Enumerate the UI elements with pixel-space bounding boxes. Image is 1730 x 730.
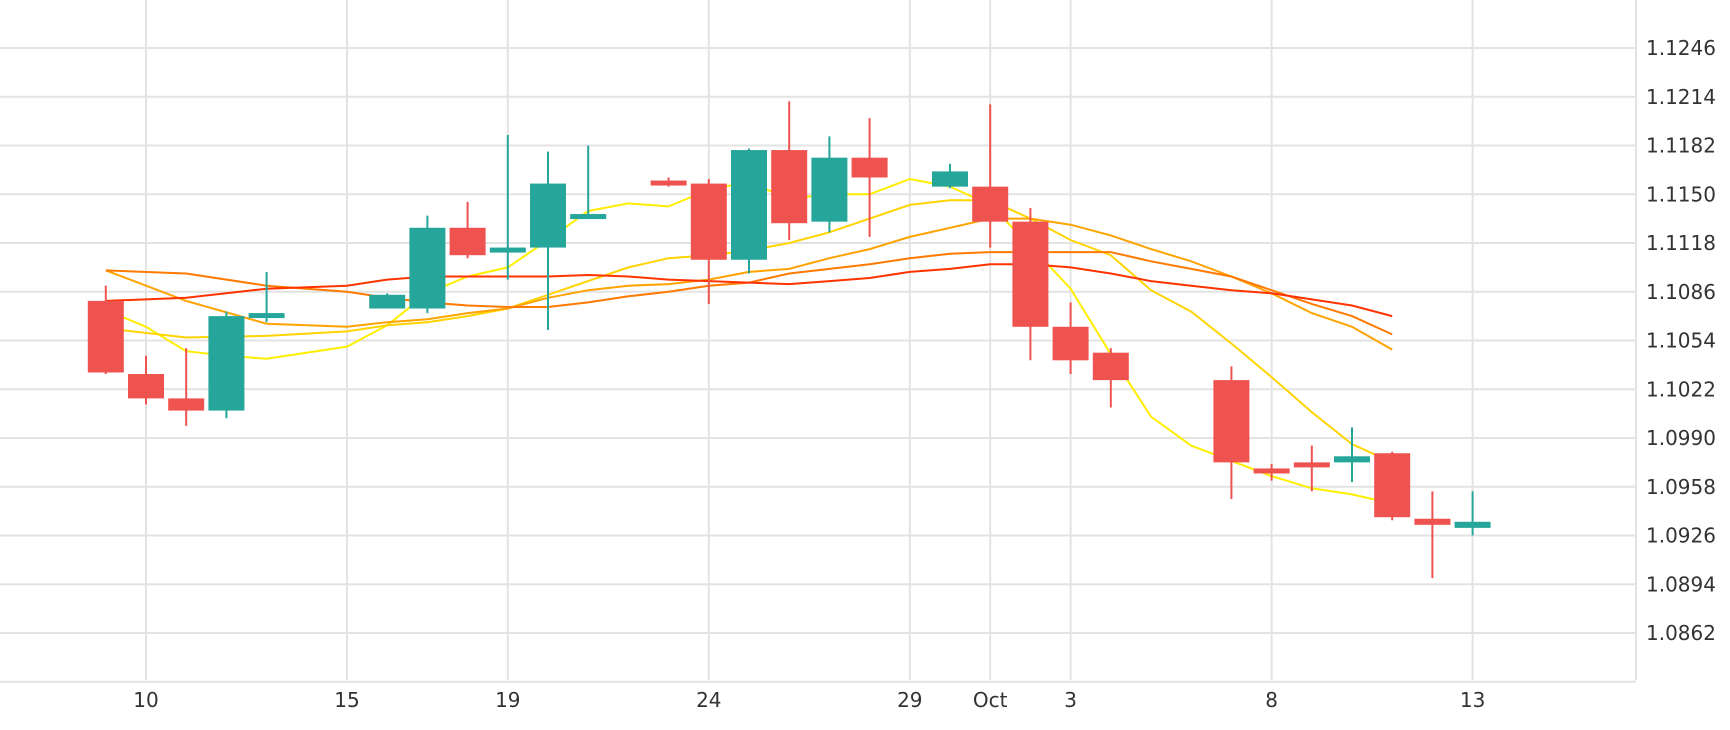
candle bbox=[851, 118, 888, 237]
candle bbox=[1293, 445, 1330, 492]
candle-body bbox=[1414, 518, 1451, 525]
date-tick-label: 3 bbox=[1064, 688, 1077, 712]
candle bbox=[1334, 427, 1370, 483]
price-tick-label: 1.1214 bbox=[1646, 85, 1716, 109]
date-tick-label: 13 bbox=[1460, 688, 1485, 712]
candle bbox=[168, 348, 205, 426]
price-tick-label: 1.0958 bbox=[1646, 475, 1716, 499]
grid-layer bbox=[0, 0, 1637, 683]
price-tick-label: 1.1118 bbox=[1646, 231, 1716, 255]
candle-body bbox=[248, 313, 285, 319]
candle bbox=[731, 148, 767, 274]
candle-body bbox=[1253, 468, 1290, 474]
candle-body bbox=[851, 157, 888, 178]
candle bbox=[369, 293, 406, 309]
candle bbox=[208, 311, 245, 419]
candle bbox=[811, 136, 848, 233]
candle-body bbox=[128, 374, 164, 399]
date-tick-label: 24 bbox=[696, 688, 721, 712]
moving-average-line bbox=[105, 217, 1393, 351]
date-tick-label: 29 bbox=[897, 688, 922, 712]
candle-body bbox=[409, 227, 446, 309]
candle-body bbox=[1213, 380, 1250, 463]
candle-body bbox=[168, 398, 205, 411]
price-tick-label: 1.1182 bbox=[1646, 134, 1716, 158]
candle-body bbox=[87, 300, 124, 373]
price-axis: 1.1246 1.1214 1.1182 1.1150 1.1118 1.1086 1.10… bbox=[1646, 36, 1716, 645]
candle-body bbox=[1092, 352, 1129, 381]
candle-body bbox=[972, 186, 1009, 222]
candle-body bbox=[369, 294, 406, 309]
candle-body bbox=[932, 171, 968, 187]
candle-body bbox=[449, 227, 486, 256]
price-tick-label: 1.1246 bbox=[1646, 36, 1716, 60]
price-tick-label: 1.1022 bbox=[1646, 377, 1716, 401]
candle-body bbox=[530, 183, 566, 248]
date-tick-label: 8 bbox=[1265, 688, 1278, 712]
candle-body bbox=[1454, 521, 1491, 528]
candle bbox=[771, 101, 808, 240]
price-tick-label: 1.0894 bbox=[1646, 572, 1716, 596]
price-tick-label: 1.1086 bbox=[1646, 280, 1716, 304]
candle-body bbox=[1334, 456, 1370, 463]
date-tick-label: 10 bbox=[133, 688, 158, 712]
candle bbox=[409, 215, 446, 314]
candle-body bbox=[690, 183, 727, 260]
candle bbox=[932, 163, 968, 189]
moving-average-line bbox=[105, 177, 1393, 505]
candle-body bbox=[1012, 221, 1049, 327]
candle-body bbox=[650, 180, 687, 186]
candle bbox=[1052, 302, 1089, 375]
date-axis: 10 15 19 24 29 Oct 3 8 13 bbox=[133, 688, 1485, 712]
candle-body bbox=[1374, 453, 1411, 518]
candle bbox=[690, 179, 727, 304]
candle bbox=[650, 177, 687, 187]
date-tick-label: Oct bbox=[973, 688, 1008, 712]
candle bbox=[128, 355, 164, 405]
price-tick-label: 1.1150 bbox=[1646, 182, 1716, 206]
candle bbox=[570, 145, 607, 220]
candle-body bbox=[489, 247, 526, 253]
candle-body bbox=[1293, 462, 1330, 468]
candle bbox=[1213, 366, 1250, 499]
price-tick-label: 1.1054 bbox=[1646, 329, 1716, 353]
price-tick-label: 1.0862 bbox=[1646, 621, 1716, 645]
date-tick-label: 15 bbox=[334, 688, 359, 712]
date-tick-label: 19 bbox=[495, 688, 520, 712]
price-tick-label: 1.0990 bbox=[1646, 426, 1716, 450]
candle-body bbox=[1052, 326, 1089, 361]
candle-body bbox=[208, 316, 245, 411]
candle bbox=[1092, 348, 1129, 408]
candle bbox=[1253, 463, 1290, 481]
candle bbox=[972, 104, 1009, 248]
candle-body bbox=[731, 150, 767, 260]
candle bbox=[1374, 451, 1411, 521]
moving-average-line bbox=[105, 199, 1393, 464]
candle bbox=[530, 151, 566, 330]
candle bbox=[1012, 207, 1049, 361]
candle-body bbox=[771, 150, 808, 224]
candle bbox=[449, 201, 486, 259]
candle bbox=[1454, 491, 1491, 536]
candle bbox=[1414, 491, 1451, 579]
candle bbox=[489, 134, 526, 280]
candle-body bbox=[811, 157, 848, 222]
candle bbox=[87, 285, 124, 375]
price-tick-label: 1.0926 bbox=[1646, 524, 1716, 548]
candle-body bbox=[570, 214, 607, 220]
candle-layer bbox=[87, 101, 1491, 579]
candle bbox=[248, 271, 285, 323]
